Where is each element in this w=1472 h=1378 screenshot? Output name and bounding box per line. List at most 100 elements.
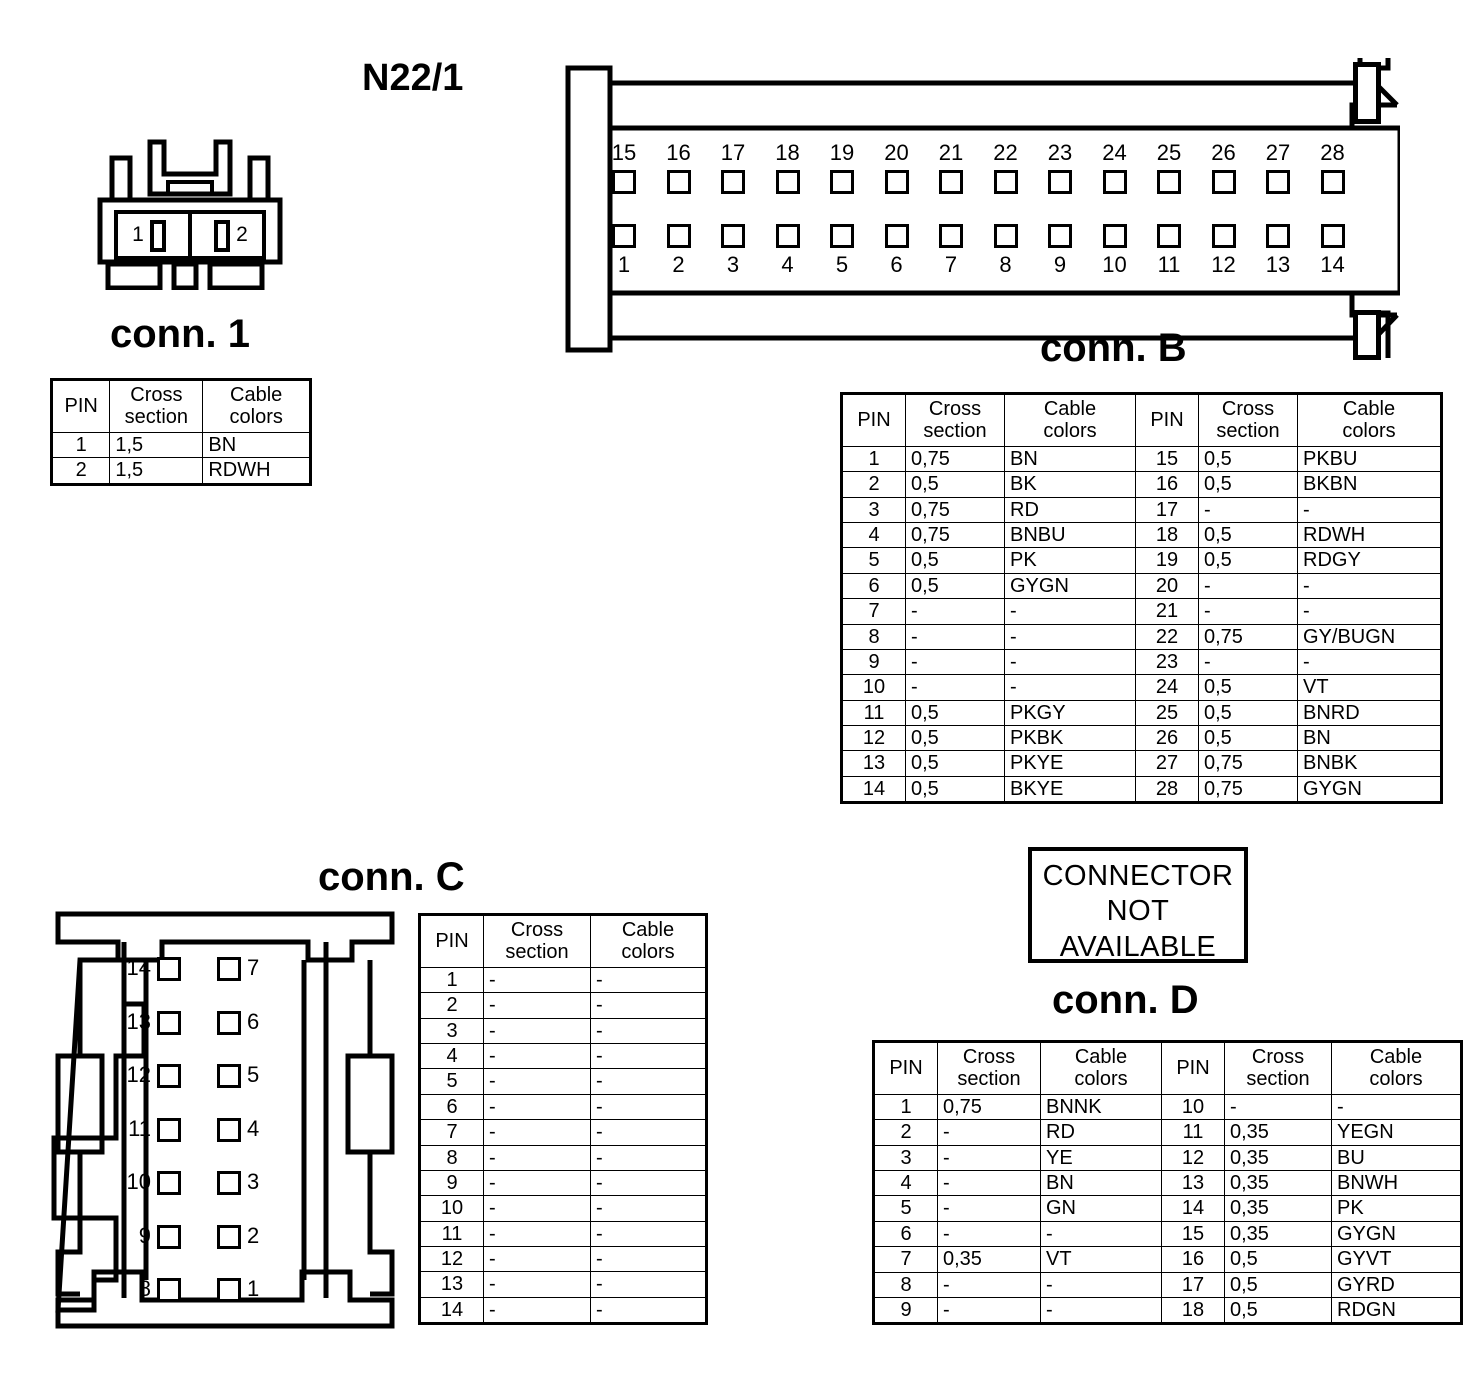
connB-pin-socket-18 <box>775 170 800 194</box>
connB-pin-label-27: 27 <box>1265 140 1291 165</box>
cell-cross: - <box>483 1220 591 1248</box>
cell-cross-2: - <box>1198 648 1298 676</box>
cell-cross-2: - <box>1198 572 1298 600</box>
header-cross-section: Cross section <box>937 1041 1041 1095</box>
connB-pin-socket-15 <box>612 170 636 194</box>
connB-pin-label-10: 10 <box>1102 252 1127 277</box>
connB-pin-label-18: 18 <box>775 140 800 165</box>
cell-cross: - <box>483 992 591 1019</box>
table-header-row: PIN Cross section Cable colors <box>419 914 707 968</box>
cell-cross: - <box>483 1144 591 1171</box>
cell-pin-2: 20 <box>1135 572 1199 600</box>
header-cross-section-2: Cross section <box>1224 1041 1332 1095</box>
connC-pin-label-5: 5 <box>247 1062 260 1087</box>
cell-color: - <box>1040 1271 1162 1298</box>
cell-cross: - <box>483 1169 591 1197</box>
cell-cross-2: 0,5 <box>1198 725 1298 752</box>
header-cross-line1: Cross <box>962 1046 1016 1068</box>
cell-cross: 0,5 <box>905 547 1005 574</box>
cell-pin-2: 17 <box>1135 496 1199 523</box>
connB-pin-socket-16 <box>666 170 691 194</box>
cell-color: GN <box>1040 1195 1162 1222</box>
connB-pin-label-14: 14 <box>1320 252 1345 277</box>
cell-cross: 0,5 <box>905 699 1005 727</box>
connB-pin-socket-10 <box>1102 224 1127 248</box>
cell-pin-2: 11 <box>1161 1119 1225 1146</box>
table-row: 5- GN 14 0,35 PK <box>873 1195 1462 1222</box>
connB-pin-socket-27 <box>1266 170 1290 194</box>
header-pin-text: PIN <box>64 395 98 418</box>
cell-pin: 9 <box>841 648 906 676</box>
connC-wings <box>50 908 400 1333</box>
connB-pin-label-19: 19 <box>829 140 855 165</box>
cell-color: RDWH <box>202 457 311 485</box>
connC-pin-socket-2 <box>217 1224 241 1249</box>
cell-color: BN <box>1040 1169 1162 1197</box>
cell-cross: 0,35 <box>937 1246 1041 1273</box>
cell-cross-2: 0,5 <box>1198 699 1298 727</box>
connC-pin-label-11: 11 <box>128 1115 151 1141</box>
header-cable2-line1: Cable <box>1369 1046 1423 1068</box>
header-pin2-text: PIN <box>1176 1057 1210 1080</box>
cell-cross: - <box>483 1271 591 1298</box>
connC-pin-socket-5 <box>217 1064 241 1088</box>
cell-cross: 0,5 <box>905 750 1005 777</box>
header-cable2-line2: colors <box>1342 420 1396 443</box>
cell-color-2: RDWH <box>1297 521 1442 549</box>
cell-pin: 12 <box>841 725 906 752</box>
header-cross2-line1: Cross <box>1221 398 1275 420</box>
cell-cross: - <box>905 674 1005 701</box>
cell-cross: - <box>483 1195 591 1222</box>
cell-color: - <box>1004 674 1136 701</box>
cell-cross-2: 0,75 <box>1198 623 1298 650</box>
header-cable-colors: Cable colors <box>1040 1041 1162 1095</box>
table-row: 3- YE 12 0,35 BU <box>873 1144 1462 1171</box>
cell-cross-2: 0,5 <box>1198 445 1298 473</box>
table-row: 1-- <box>419 966 707 994</box>
connB-pin-socket-8 <box>993 224 1018 248</box>
cell-pin: 2 <box>841 471 906 498</box>
cell-color-2: - <box>1297 598 1442 625</box>
connB-pin-label-17: 17 <box>720 140 746 165</box>
table-row: 4 0,75 BNBU 18 0,5 RDWH <box>841 521 1442 549</box>
cell-cross: - <box>937 1296 1041 1325</box>
header-pin-2: PIN <box>1135 393 1199 447</box>
cell-color-2: BU <box>1331 1144 1462 1171</box>
cell-cross: - <box>937 1220 1041 1248</box>
header-cross-line1: Cross <box>510 919 564 941</box>
cell-color: - <box>590 1296 707 1325</box>
table-row: 11- - <box>419 1220 707 1248</box>
cell-pin-2: 18 <box>1135 521 1199 549</box>
connB-pin-socket-9 <box>1048 224 1072 248</box>
cell-pin-2: 28 <box>1135 775 1199 804</box>
connC-pin-socket-12 <box>157 1064 181 1088</box>
table-row: 6-- <box>419 1093 707 1121</box>
connB-pin-label-23: 23 <box>1047 140 1073 165</box>
cell-pin: 13 <box>419 1271 484 1298</box>
connC-pin-label-9: 9 <box>138 1222 151 1248</box>
connD-label: conn. D <box>1052 978 1199 1022</box>
cell-color: - <box>1040 1220 1162 1248</box>
cell-pin: 4 <box>419 1042 484 1070</box>
cell-cross: 0,5 <box>905 725 1005 752</box>
table-row: 14 0,5 BKYE 28 0,75 GYGN <box>841 775 1442 804</box>
cell-pin: 5 <box>419 1068 484 1095</box>
cell-cross-2: 0,5 <box>1198 547 1298 574</box>
table-row: 1 0,75 BN 15 0,5 PKBU <box>841 445 1442 473</box>
header-cable-line2: colors <box>229 406 283 429</box>
conn1-pin-label-2: 2 <box>236 223 248 246</box>
table-row: 8- -22 0,75 GY/BUGN <box>841 623 1442 650</box>
header-cross-line2: section <box>124 406 189 429</box>
header-cable-colors-2: Cable colors <box>1297 393 1442 447</box>
cell-cross-2: 0,5 <box>1224 1296 1332 1325</box>
table-row: 10- -24 0,5 VT <box>841 674 1442 701</box>
connB-pin-socket-24 <box>1102 170 1127 194</box>
notice-line-3: AVAILABLE <box>1059 930 1217 963</box>
connB-pin-label-22: 22 <box>993 140 1018 165</box>
connB-pin-label-9: 9 <box>1053 252 1067 277</box>
cell-color: GYGN <box>1004 572 1136 600</box>
cell-color: - <box>590 1169 707 1197</box>
cell-color: - <box>1004 598 1136 625</box>
connB-pin-label-4: 4 <box>781 252 794 277</box>
